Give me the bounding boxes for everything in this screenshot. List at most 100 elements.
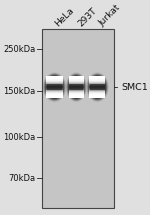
Ellipse shape (45, 75, 64, 99)
Bar (46, 85, 63, 86)
Bar (69, 86, 84, 87)
Bar (90, 92, 105, 93)
Bar (46, 80, 63, 81)
Bar (46, 90, 63, 91)
FancyBboxPatch shape (46, 84, 63, 90)
Bar (69, 94, 84, 95)
Text: 100kDa: 100kDa (3, 133, 35, 142)
Ellipse shape (88, 75, 107, 100)
Bar (46, 86, 63, 87)
Ellipse shape (45, 75, 64, 100)
Ellipse shape (44, 74, 65, 100)
Bar (46, 95, 63, 96)
Bar (42, 29, 114, 208)
Text: 250kDa: 250kDa (3, 45, 35, 54)
Bar (46, 79, 63, 80)
Bar (69, 77, 84, 78)
Bar (46, 89, 63, 90)
Bar (46, 91, 63, 92)
Ellipse shape (89, 75, 106, 99)
Bar (46, 83, 63, 84)
Bar (69, 81, 84, 82)
Bar (90, 91, 105, 92)
Ellipse shape (44, 73, 66, 101)
Ellipse shape (68, 75, 84, 99)
Bar (90, 79, 105, 80)
Bar (46, 82, 63, 83)
Bar (69, 91, 84, 92)
Ellipse shape (87, 74, 107, 101)
Ellipse shape (45, 75, 64, 99)
Ellipse shape (68, 75, 85, 99)
Bar (46, 84, 63, 85)
Bar (90, 94, 105, 95)
Bar (90, 88, 105, 89)
Ellipse shape (66, 73, 86, 101)
Bar (90, 96, 105, 97)
Text: 70kDa: 70kDa (8, 174, 35, 183)
Ellipse shape (68, 76, 84, 99)
Bar (90, 89, 105, 90)
FancyBboxPatch shape (90, 84, 105, 90)
Ellipse shape (89, 76, 106, 98)
Bar (69, 93, 84, 94)
Text: SMC1: SMC1 (121, 83, 148, 92)
Bar (69, 76, 84, 77)
Ellipse shape (45, 74, 64, 100)
Ellipse shape (44, 74, 65, 101)
Ellipse shape (87, 73, 108, 101)
Bar (69, 89, 84, 90)
Ellipse shape (88, 75, 106, 99)
Ellipse shape (68, 75, 85, 100)
Ellipse shape (88, 74, 107, 100)
Bar (46, 93, 63, 94)
Bar (90, 85, 105, 86)
Bar (90, 84, 105, 85)
Bar (90, 77, 105, 78)
Ellipse shape (46, 76, 63, 98)
Text: Jurkat: Jurkat (97, 3, 122, 28)
Bar (69, 87, 84, 88)
Bar (90, 83, 105, 84)
Bar (69, 78, 84, 79)
Bar (90, 81, 105, 82)
Bar (46, 94, 63, 95)
Text: 150kDa: 150kDa (3, 87, 35, 96)
Bar (69, 79, 84, 80)
Bar (69, 88, 84, 89)
Bar (90, 95, 105, 96)
Ellipse shape (69, 76, 84, 98)
Bar (90, 82, 105, 83)
Bar (46, 88, 63, 89)
Ellipse shape (67, 74, 86, 100)
Bar (46, 77, 63, 78)
Bar (46, 76, 63, 77)
Bar (69, 92, 84, 93)
Bar (69, 80, 84, 81)
Bar (46, 87, 63, 88)
Bar (90, 90, 105, 91)
Bar (90, 76, 105, 77)
Bar (90, 87, 105, 88)
Text: HeLa: HeLa (53, 6, 76, 28)
Bar (90, 80, 105, 81)
Text: 293T: 293T (76, 6, 99, 28)
Ellipse shape (44, 74, 65, 101)
Bar (46, 96, 63, 97)
Ellipse shape (89, 76, 106, 99)
Bar (90, 93, 105, 94)
Bar (90, 86, 105, 87)
Bar (46, 92, 63, 93)
Bar (69, 96, 84, 97)
Bar (69, 90, 84, 91)
Bar (46, 78, 63, 79)
Bar (90, 97, 105, 98)
Bar (69, 82, 84, 83)
Bar (69, 83, 84, 84)
Bar (69, 95, 84, 96)
Bar (46, 81, 63, 82)
Bar (90, 78, 105, 79)
Ellipse shape (88, 74, 107, 100)
Ellipse shape (67, 74, 85, 100)
Ellipse shape (67, 74, 86, 101)
